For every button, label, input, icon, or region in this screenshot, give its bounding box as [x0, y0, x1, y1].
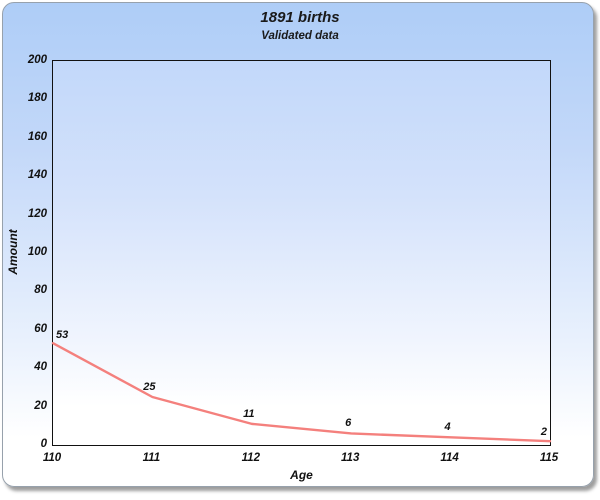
- y-tick-label: 140: [27, 169, 47, 182]
- data-line: [51, 342, 552, 443]
- y-tick-label: 180: [27, 92, 47, 105]
- data-point-label: 53: [56, 329, 69, 342]
- y-tick-label: 0: [40, 438, 47, 450]
- y-tick-label: 160: [27, 130, 47, 143]
- data-point-label: 2: [540, 426, 547, 439]
- chart-title: 1891 births: [260, 9, 340, 26]
- y-tick-label: 60: [34, 322, 47, 335]
- x-tick-label: 110: [42, 452, 62, 464]
- x-tick-label: 111: [142, 452, 161, 464]
- chart-subtitle: Validated data: [261, 30, 339, 42]
- y-tick-label: 100: [27, 246, 47, 258]
- x-tick-label: 115: [539, 452, 559, 464]
- x-tick-label: 114: [440, 452, 459, 464]
- y-tick-label: 200: [27, 54, 47, 66]
- data-point-label: 6: [345, 417, 352, 430]
- data-point-label: 11: [243, 407, 255, 420]
- data-point-label: 25: [143, 381, 156, 393]
- y-tick-label: 80: [34, 284, 47, 297]
- x-tick-label: 112: [241, 452, 260, 464]
- x-tick-label: 113: [341, 452, 360, 464]
- y-axis-title: Amount: [6, 229, 20, 275]
- line-series-svg: [51, 342, 552, 443]
- data-point-label: 4: [444, 421, 451, 434]
- y-tick-label: 20: [34, 399, 47, 412]
- y-tick-label: 40: [34, 361, 47, 374]
- x-axis-title: Age: [290, 468, 313, 482]
- plot-area: 53 25 11 6 4 2: [51, 60, 552, 446]
- y-tick-label: 120: [27, 207, 47, 220]
